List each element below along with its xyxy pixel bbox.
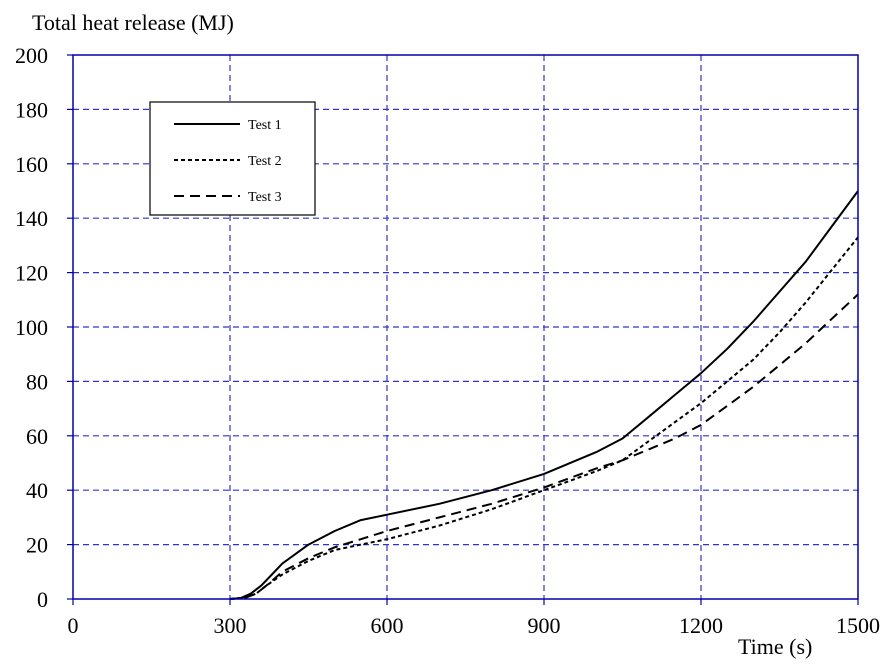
legend: Test 1 Test 2 Test 3	[149, 101, 316, 216]
x-tick-label: 1200	[679, 613, 723, 638]
series-line-1	[229, 190, 859, 600]
y-tick-label: 20	[26, 533, 48, 558]
tick-labels: 0 300 600 900 1200 1500 0 20 40 60 80 100 120 140 160 1…	[15, 43, 880, 638]
y-tick-label: 0	[37, 587, 48, 612]
y-tick-label: 200	[15, 43, 48, 68]
series-line-3	[229, 293, 859, 600]
legend-label-2: Test 2	[248, 154, 282, 169]
x-tick-label: 600	[371, 613, 404, 638]
x-tick-label: 900	[528, 613, 561, 638]
y-tick-label: 80	[26, 369, 48, 394]
y-tick-label: 120	[15, 261, 48, 286]
series-line-2	[229, 236, 859, 600]
x-axis-title: Time (s)	[738, 634, 812, 659]
y-tick-label: 180	[15, 97, 48, 122]
tick-marks	[67, 54, 859, 605]
x-tick-label: 300	[214, 613, 247, 638]
y-tick-label: 160	[15, 152, 48, 177]
y-tick-label: 40	[26, 478, 48, 503]
legend-box	[149, 101, 316, 216]
x-tick-label: 0	[68, 613, 79, 638]
y-tick-label: 100	[15, 315, 48, 340]
y-tick-label: 140	[15, 206, 48, 231]
x-tick-label: 1500	[836, 613, 880, 638]
legend-label-1: Test 1	[248, 118, 282, 133]
legend-label-3: Test 3	[248, 190, 282, 205]
y-axis-title: Total heat release (MJ)	[32, 10, 234, 35]
y-tick-label: 60	[26, 424, 48, 449]
series-lines	[229, 190, 859, 600]
